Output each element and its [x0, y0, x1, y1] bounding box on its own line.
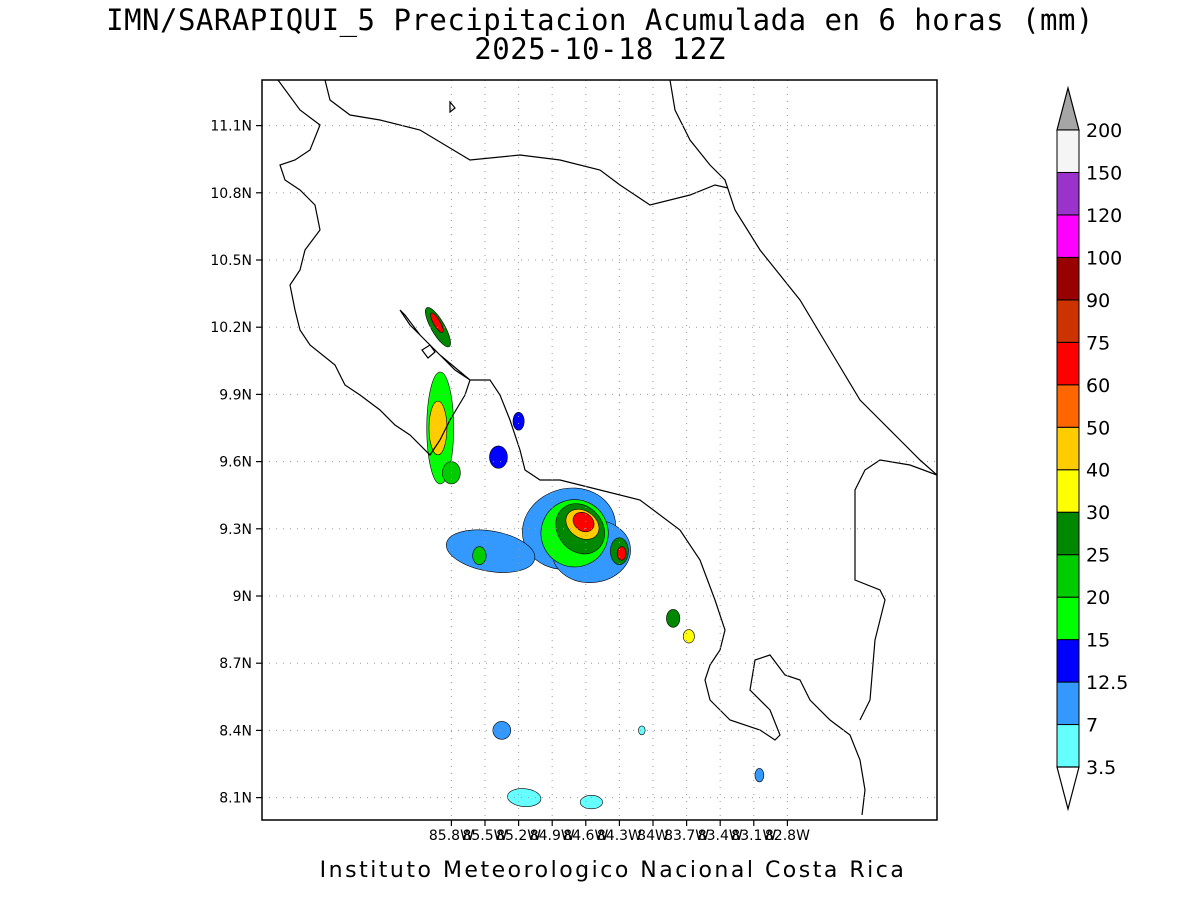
x-tick-label: 83.4W	[698, 828, 743, 844]
precip-cell	[472, 546, 487, 565]
precip-cell	[489, 445, 508, 469]
colorbar-segment	[1056, 214, 1080, 258]
chart-subtitle-date: 2025-10-18 12Z	[474, 32, 726, 66]
x-tick-label: 85.2W	[496, 828, 541, 844]
precip-cell	[512, 412, 525, 431]
x-tick-label: 83.7W	[664, 828, 709, 844]
colorbar-segment	[1056, 299, 1080, 343]
y-tick-label: 8.7N	[219, 656, 252, 672]
y-tick-label: 11.1N	[210, 119, 252, 135]
precip-cell	[638, 725, 646, 736]
precip-cell	[666, 609, 681, 628]
colorbar-segment	[1056, 681, 1080, 726]
colorbar-segment	[1056, 724, 1080, 768]
colorbar-label: 75	[1086, 332, 1110, 354]
lake-island	[421, 344, 436, 359]
colorbar-label: 15	[1086, 630, 1110, 652]
pacific-coastline	[277, 80, 866, 816]
y-tick-label: 10.8N	[210, 186, 252, 202]
colorbar-label: 200	[1086, 120, 1122, 142]
colorbar-label: 120	[1086, 205, 1122, 227]
precip-cell	[616, 546, 627, 561]
colorbar-segment	[1056, 469, 1080, 513]
footer-credit: Instituto Meteorologico Nacional Costa R…	[319, 858, 907, 883]
precip-cell	[507, 788, 542, 807]
x-tick-label: 83.1W	[731, 828, 776, 844]
coastline-layer	[277, 80, 937, 816]
colorbar-label: 150	[1086, 162, 1122, 184]
precipitation-field	[425, 307, 765, 810]
chart-title: IMN/SARAPIQUI_5 Precipitacion Acumulada …	[106, 3, 1094, 37]
y-tick-label: 9.9N	[219, 387, 252, 403]
colorbar: 3.5 7 12.5 15 20 25 30 40 50 60 75 90 100 120 150 200	[1056, 85, 1128, 812]
colorbar-label: 90	[1086, 290, 1110, 312]
precip-cell	[572, 512, 595, 533]
x-axis-ticks: 85.8W85.5W85.2W84.9W84.6W84.3W84W83.7W83…	[429, 820, 810, 844]
x-tick-label: 82.8W	[765, 828, 810, 844]
colorbar-segment	[1056, 256, 1080, 301]
precip-cell	[428, 400, 448, 456]
colorbar-segment	[1056, 596, 1080, 641]
precip-cell	[430, 312, 444, 333]
x-tick-label: 85.5W	[462, 828, 507, 844]
caribbean-coastline	[669, 80, 937, 476]
y-tick-label: 8.4N	[219, 723, 252, 739]
y-axis-ticks: 11.1N 10.8N 10.5N 10.2N 9.9N 9.6N 9.3N 9N 8.7N 8.…	[210, 119, 262, 807]
x-tick-label: 85.8W	[429, 828, 474, 844]
colorbar-label: 50	[1086, 417, 1110, 439]
colorbar-label: 40	[1086, 460, 1110, 482]
y-tick-label: 8.1N	[219, 791, 252, 807]
colorbar-label: 20	[1086, 587, 1110, 609]
plot-frame	[261, 79, 938, 821]
colorbar-segment	[1056, 129, 1080, 173]
colorbar-label: 7	[1086, 715, 1098, 737]
colorbar-segment	[1056, 426, 1080, 471]
colorbar-label: 100	[1086, 247, 1122, 269]
x-tick-label: 84W	[637, 828, 669, 844]
colorbar-segment	[1056, 511, 1080, 556]
colorbar-label: 12.5	[1086, 672, 1128, 694]
colorbar-segment	[1056, 554, 1080, 598]
precip-cell	[492, 721, 512, 740]
x-tick-label: 84.6W	[563, 828, 608, 844]
colorbar-segment	[1056, 171, 1080, 216]
colorbar-label: 60	[1086, 375, 1110, 397]
small-island	[449, 100, 456, 114]
nicaragua-coast	[324, 80, 729, 206]
y-tick-label: 9.6N	[219, 455, 252, 471]
colorbar-segment	[1056, 639, 1080, 683]
colorbar-label: 3.5	[1086, 757, 1116, 779]
precip-cell	[579, 795, 603, 810]
precip-cell	[446, 529, 536, 573]
y-tick-label: 10.5N	[210, 253, 252, 269]
y-tick-label: 10.2N	[210, 320, 252, 336]
colorbar-label: 25	[1086, 545, 1110, 567]
x-tick-label: 84.9W	[530, 828, 575, 844]
y-tick-label: 9.3N	[219, 522, 252, 538]
colorbar-under-triangle	[1056, 766, 1080, 812]
lat-lon-grid	[262, 80, 937, 820]
colorbar-label: 30	[1086, 502, 1110, 524]
x-tick-label: 84.3W	[597, 828, 642, 844]
y-tick-label: 9N	[233, 589, 252, 605]
precip-cell	[682, 629, 695, 644]
panama-border	[854, 459, 937, 721]
precip-cell	[754, 768, 765, 783]
colorbar-segment	[1056, 341, 1080, 386]
colorbar-segment	[1056, 384, 1080, 428]
colorbar-over-triangle	[1056, 85, 1080, 131]
